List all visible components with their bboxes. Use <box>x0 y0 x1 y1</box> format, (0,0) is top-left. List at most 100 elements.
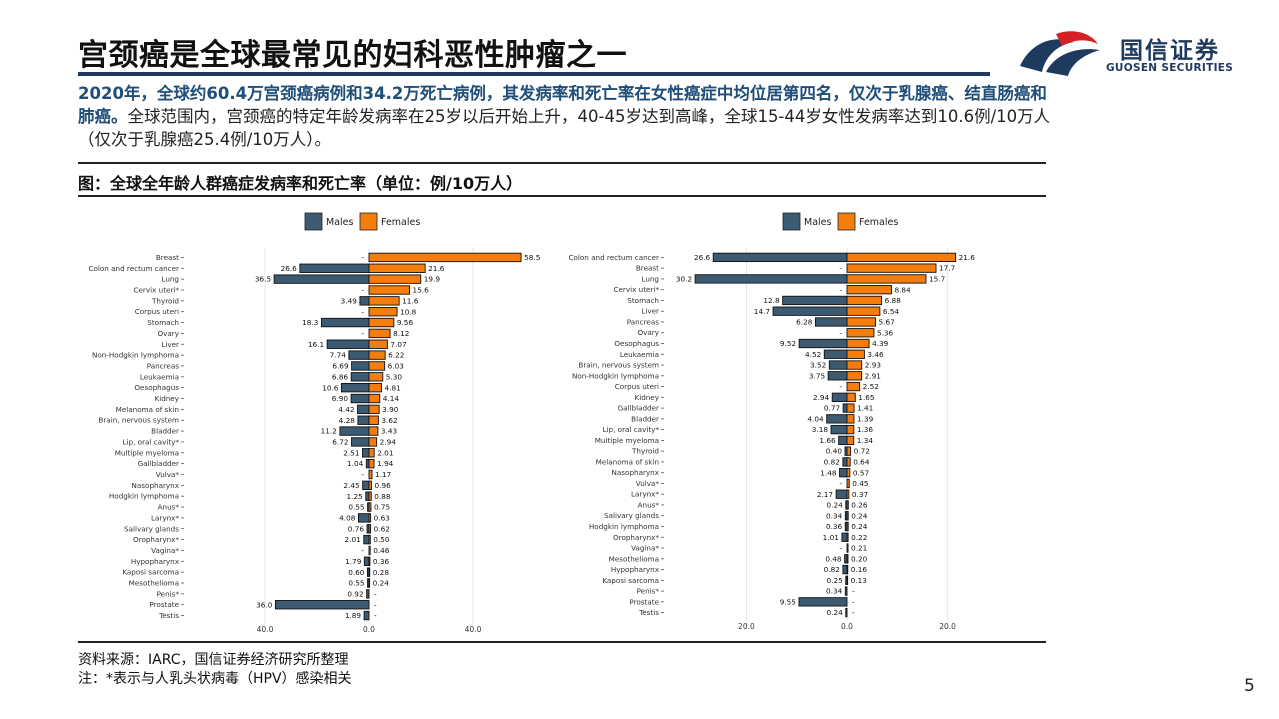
value-label-female: 0.22 <box>851 533 867 542</box>
value-label-female: 0.72 <box>854 447 870 456</box>
value-label-female: - <box>374 611 377 620</box>
bar-female <box>368 296 400 306</box>
value-label-male: 36.5 <box>255 275 271 284</box>
value-label-female: 3.46 <box>867 350 884 359</box>
value-label-female: 5.67 <box>879 318 896 327</box>
value-label-female: 8.84 <box>894 285 911 294</box>
bar-female <box>368 263 426 273</box>
bar-female <box>846 446 852 456</box>
bar-female <box>846 381 861 392</box>
bar-female <box>368 556 371 566</box>
bar-male <box>326 339 370 349</box>
bar-male <box>828 360 848 370</box>
bar-female <box>846 252 957 263</box>
bar-female <box>368 415 379 425</box>
category-label: Liver <box>161 340 179 349</box>
category-label: Lip, oral cavity* <box>123 437 180 446</box>
bar-female <box>846 435 855 446</box>
category-label: Brain, nervous system <box>578 361 659 370</box>
logo-text-cn: 国信证券 <box>1120 38 1220 64</box>
value-label-male: - <box>361 329 364 338</box>
bar-female <box>368 382 382 393</box>
bar-female <box>846 317 876 327</box>
value-label-male: 0.55 <box>348 579 364 588</box>
bar-female <box>368 458 375 469</box>
value-label-female: 1.94 <box>377 459 394 468</box>
value-label-male: 4.42 <box>338 405 354 414</box>
value-label-female: 9.56 <box>397 318 414 327</box>
category-label: Non-Hodgkin lymphoma <box>572 371 659 380</box>
value-label-male: 12.8 <box>763 296 780 305</box>
bar-male <box>835 489 848 499</box>
value-label-male: - <box>839 479 842 488</box>
value-label-male: 6.69 <box>332 362 349 371</box>
legend-label-females: Females <box>381 217 420 228</box>
bar-female <box>846 468 851 478</box>
legend-swatch-females <box>359 212 378 231</box>
bar-male <box>340 382 370 393</box>
value-label-male: 7.74 <box>330 351 347 360</box>
figure-title: 图：全球全年龄人群癌症发病率和死亡率（单位：例/10万人） <box>78 174 523 193</box>
bar-female <box>368 393 381 404</box>
category-label: Leukaemia <box>620 350 659 359</box>
footer-rule <box>78 641 1046 643</box>
category-label: Lip, oral cavity* <box>603 425 660 434</box>
category-label: Multiple myeloma <box>595 436 659 445</box>
category-label: Thyroid <box>151 296 179 305</box>
value-label-female: - <box>852 597 855 606</box>
category-label: Non-Hodgkin lymphoma <box>92 351 179 360</box>
category-label: Bladder <box>151 427 179 436</box>
category-label: Hodgkin lymphoma <box>109 492 179 501</box>
category-label: Vulva* <box>156 470 180 479</box>
bar-female <box>368 545 371 556</box>
logo-text-en: GUOSEN SECURITIES <box>1106 62 1234 74</box>
category-label: Larynx* <box>631 490 659 499</box>
bar-male <box>359 296 370 306</box>
value-label-female: 2.94 <box>380 438 397 447</box>
category-label: Larynx* <box>151 513 179 522</box>
bar-male <box>357 404 370 415</box>
bar-female <box>846 532 849 542</box>
value-label-male: 6.28 <box>796 318 813 327</box>
bar-female <box>846 543 849 553</box>
bar-male <box>782 295 848 306</box>
value-label-male: 0.40 <box>826 447 843 456</box>
category-label: Mesothelioma <box>609 554 659 563</box>
bar-male <box>831 392 848 402</box>
value-label-female: - <box>374 600 377 609</box>
value-label-female: - <box>852 587 855 596</box>
bar-female <box>846 306 881 316</box>
bar-male <box>845 607 848 618</box>
value-label-female: 0.16 <box>851 565 868 574</box>
bar-male <box>348 350 370 360</box>
value-label-male: 1.25 <box>347 492 363 501</box>
category-label: Hodgkin lymphoma <box>589 522 659 531</box>
bar-male <box>772 306 848 316</box>
bar-male <box>826 414 848 424</box>
value-label-male: 3.18 <box>812 425 829 434</box>
value-label-male: 6.72 <box>332 438 348 447</box>
value-label-female: 0.50 <box>373 535 390 544</box>
value-label-male: 0.82 <box>824 565 840 574</box>
category-label: Vulva* <box>636 479 660 488</box>
title-underline <box>78 72 990 76</box>
value-label-male: 0.36 <box>826 522 843 531</box>
value-label-male: 1.04 <box>347 459 364 468</box>
value-label-female: - <box>852 608 855 617</box>
value-label-female: 10.8 <box>400 307 417 316</box>
bar-female <box>368 480 372 491</box>
category-label: Prostate <box>149 600 179 609</box>
bar-female <box>846 349 865 359</box>
x-tick-label: 0.0 <box>363 625 375 634</box>
value-label-female: 0.88 <box>374 492 391 501</box>
category-label: Kidney <box>634 393 659 402</box>
bar-male <box>844 586 848 596</box>
bar-male <box>814 317 848 327</box>
bar-male <box>842 564 848 575</box>
summary-highlight: 2020年，全球约60.4万宫颈癌病例和34.2万死亡病例，其发病率和死亡率在女… <box>78 84 1047 126</box>
category-label: Hypopharynx <box>131 557 180 566</box>
value-label-male: 0.76 <box>348 524 365 533</box>
page-number: 5 <box>1244 676 1255 696</box>
category-label: Anus* <box>638 500 660 509</box>
